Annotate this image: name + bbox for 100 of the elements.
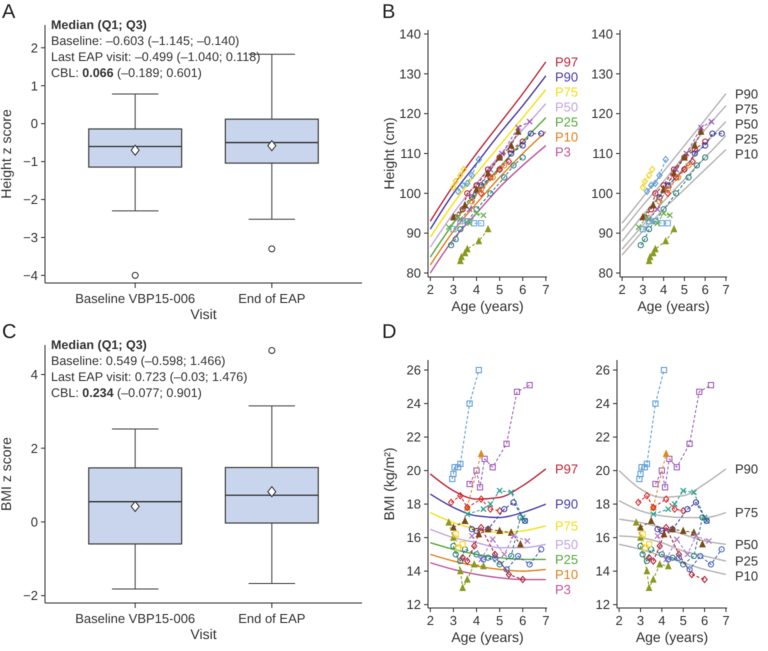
x-tick-label: 3 (636, 613, 644, 628)
series-label: P90 (735, 86, 758, 102)
y-tick-label: 120 (399, 106, 421, 122)
x-tick-label: Baseline VBP15-006 (75, 611, 196, 626)
series-label: P50 (735, 116, 758, 132)
y-tick-label: 24 (596, 396, 610, 412)
x-tick-label: 6 (519, 282, 526, 297)
x-tick-label: 3 (639, 282, 646, 297)
x-tick-label: 5 (496, 613, 504, 628)
x-tick-label: 5 (680, 282, 688, 297)
y-tick-label: 130 (399, 66, 421, 82)
annotation: Median (Q1; Q3) (51, 18, 147, 32)
x-tick-label: 2 (426, 282, 434, 297)
x-tick-label: End of EAP (238, 291, 306, 306)
y-axis-title: BMI (kg/m²) (381, 447, 397, 521)
x-tick-label: 3 (450, 613, 458, 628)
y-tick-label: 14 (596, 564, 610, 579)
y-tick-label: 26 (406, 362, 421, 378)
series-label: P50 (555, 99, 578, 114)
chart-title: A (2, 1, 16, 23)
series-label: P3 (555, 582, 571, 597)
x-axis-title: Age (years) (636, 629, 708, 645)
y-tick-label: 16 (406, 530, 421, 546)
chart-title: B (382, 1, 396, 23)
x-tick-label: 3 (450, 282, 458, 297)
x-tick-label: 4 (660, 282, 668, 297)
y-tick-label: −4 (23, 268, 38, 283)
series-label: P90 (555, 496, 578, 512)
series-label: P25 (735, 131, 758, 146)
y-tick-label: 1 (30, 78, 38, 94)
annotation: Baseline: 0.549 (–0.598; 1.466) (51, 354, 226, 368)
y-tick-label: 100 (591, 186, 613, 201)
x-tick-label: Baseline VBP15-006 (75, 291, 196, 306)
y-tick-label: 20 (406, 463, 421, 478)
y-tick-label: 18 (596, 496, 610, 512)
y-tick-label: −1 (23, 154, 38, 170)
series-label: P97 (555, 461, 578, 476)
y-tick-label: 2 (30, 440, 38, 456)
series-label: P75 (735, 505, 758, 520)
x-axis-title: Age (years) (451, 298, 524, 314)
series-label: P50 (555, 536, 578, 552)
y-tick-label: 16 (596, 530, 610, 546)
series-label: P10 (735, 146, 758, 162)
annotation: CBL: 0.066 (–0.189; 0.601) (51, 66, 202, 80)
series-label: P75 (735, 101, 758, 116)
y-tick-label: 24 (406, 396, 421, 412)
chart-title: C (2, 321, 16, 343)
x-tick-label: 4 (472, 282, 480, 297)
y-tick-label: 110 (400, 146, 421, 162)
x-tick-label: 2 (616, 613, 623, 628)
annotation: Baseline: –0.603 (–1.145; –0.140) (51, 34, 240, 48)
chart-title: D (382, 321, 396, 343)
y-tick-label: 2 (30, 40, 38, 56)
series-label: P25 (735, 554, 758, 569)
y-tick-label: 130 (591, 66, 613, 82)
y-tick-label: 90 (598, 226, 613, 241)
y-tick-label: 18 (406, 496, 421, 512)
x-tick-label: 7 (722, 613, 730, 628)
y-axis-title: Height (cm) (381, 117, 397, 190)
y-axis-title: Height z score (0, 109, 14, 199)
x-axis-title: Visit (190, 626, 217, 642)
y-axis-title: BMI z score (0, 436, 14, 511)
y-tick-label: 0 (30, 116, 38, 132)
series-label: P25 (555, 114, 578, 130)
y-tick-label: 12 (406, 597, 421, 612)
y-tick-label: 100 (399, 186, 421, 201)
y-tick-label: 22 (406, 430, 421, 445)
x-tick-label: 6 (519, 613, 526, 628)
x-tick-label: 5 (496, 282, 504, 297)
y-tick-label: −3 (23, 230, 38, 246)
x-tick-label: 7 (542, 613, 550, 628)
y-tick-label: 120 (591, 106, 613, 122)
series-label: P90 (555, 69, 578, 84)
x-tick-label: 2 (618, 282, 626, 297)
series-label: P75 (555, 84, 578, 100)
y-tick-label: 140 (591, 26, 613, 42)
series-label: P10 (735, 568, 758, 584)
series-label: P10 (555, 129, 578, 144)
series-label: P75 (555, 518, 578, 534)
x-axis-title: Age (years) (637, 298, 710, 314)
y-tick-label: 26 (596, 362, 610, 378)
series-label: P3 (555, 144, 571, 160)
x-tick-label: 7 (542, 282, 550, 297)
x-tick-label: 5 (680, 613, 687, 628)
x-axis-title: Age (years) (451, 629, 524, 645)
y-tick-label: −2 (23, 588, 38, 604)
annotation: Median (Q1; Q3) (51, 338, 147, 352)
x-tick-label: 4 (472, 613, 480, 628)
x-tick-label: End of EAP (238, 611, 306, 626)
y-tick-label: 90 (406, 226, 421, 241)
y-tick-label: 0 (30, 514, 38, 530)
y-tick-label: −2 (23, 192, 38, 208)
annotation: Last EAP visit: –0.499 (–1.040; 0.118) (51, 50, 260, 64)
series-label: P50 (735, 536, 758, 552)
y-tick-label: 140 (399, 26, 421, 42)
y-tick-label: 110 (592, 146, 613, 162)
y-tick-label: 14 (406, 564, 421, 579)
x-tick-label: 4 (658, 613, 666, 628)
series-label: P25 (555, 552, 578, 567)
y-tick-label: 80 (598, 266, 613, 281)
